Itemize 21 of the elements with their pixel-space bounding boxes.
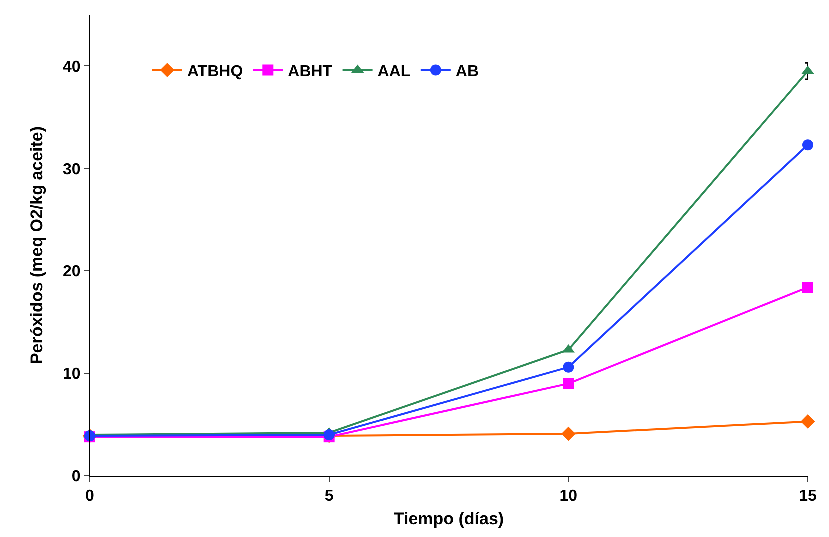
y-tick-label: 40 <box>63 58 81 76</box>
y-tick-label: 20 <box>63 264 81 281</box>
x-tick-label: 10 <box>560 488 578 506</box>
legend-label: AAL <box>378 63 411 80</box>
point <box>802 282 814 293</box>
point <box>563 378 574 390</box>
y-tick-label: 0 <box>72 468 81 486</box>
point <box>800 414 816 429</box>
point <box>802 140 814 151</box>
y-tick-label: 30 <box>63 161 81 178</box>
x-axis-title: Tiempo (días) <box>394 510 504 529</box>
x-tick-label: 5 <box>324 488 334 506</box>
legend-label: AB <box>456 63 480 80</box>
y-tick-label: 10 <box>63 366 81 384</box>
legend-label: ABHT <box>288 63 333 80</box>
x-tick-label: 0 <box>86 488 95 506</box>
y-axis-title: Peróxidos (meq O2/kg aceite) <box>28 126 47 365</box>
legend-label: ATBHQ <box>187 63 244 80</box>
point <box>563 362 574 373</box>
point <box>562 426 576 442</box>
x-tick-label: 15 <box>799 488 817 506</box>
